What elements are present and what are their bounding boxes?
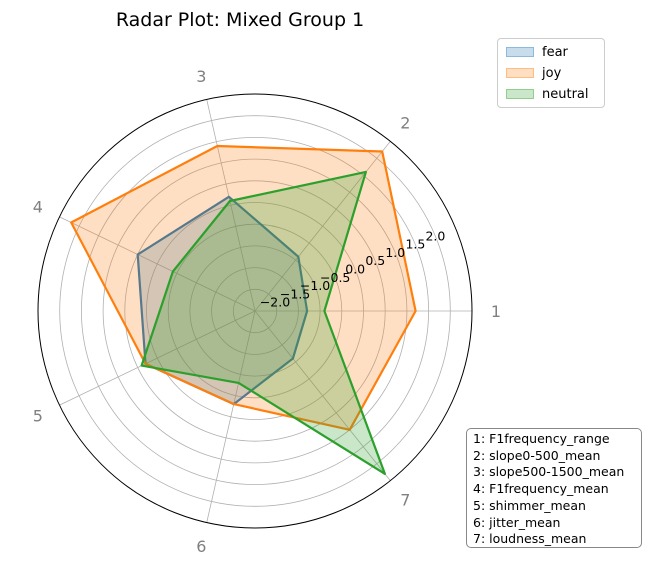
axis-key-item: 6: jitter_mean <box>473 514 561 530</box>
series-line-neutral <box>140 170 386 475</box>
legend-swatch-neutral <box>506 89 534 99</box>
radial-tick-label: −2.0 <box>260 295 290 310</box>
axis-labels: −2.0−1.5−1.0−0.50.00.51.01.52.0 1 2 3 4 5 6 7 <box>33 67 501 556</box>
axis-key-item: 2: slope0-500_mean <box>473 447 601 463</box>
series-line-fear <box>136 195 309 406</box>
radar-series <box>70 144 417 475</box>
legend-label-fear: fear <box>542 44 568 60</box>
axis-label-7: 7 <box>400 490 410 509</box>
legend: fear joy neutral <box>497 38 605 108</box>
legend-label-joy: joy <box>542 65 562 81</box>
series-area-fear <box>137 196 308 405</box>
spoke-gridline <box>254 310 391 481</box>
legend-item-joy: joy <box>506 63 561 83</box>
radial-tick-label: 1.5 <box>405 237 425 252</box>
radial-tick-label: 1.0 <box>385 245 405 260</box>
radar-grid <box>37 93 473 529</box>
spoke-gridline <box>206 99 256 312</box>
axis-key-box: 1: F1frequency_range 2: slope0-500_mean … <box>466 428 642 548</box>
radial-tick-label: −1.5 <box>280 286 310 301</box>
axis-key-item: 5: shimmer_mean <box>473 497 586 513</box>
axis-key-item: 3: slope500-1500_mean <box>473 464 625 480</box>
legend-label-neutral: neutral <box>542 86 589 102</box>
axis-label-6: 6 <box>196 537 206 556</box>
axis-label-5: 5 <box>33 407 43 426</box>
radial-tick-label: 0.0 <box>345 262 365 277</box>
axis-label-4: 4 <box>33 197 43 216</box>
spoke-gridline <box>59 310 256 406</box>
radial-tick-label: 0.5 <box>365 253 385 268</box>
series-line-joy <box>70 144 417 431</box>
spoke-gridline <box>206 310 256 523</box>
spoke-gridline <box>254 141 391 312</box>
axis-key-item: 4: F1frequency_mean <box>473 481 609 497</box>
spoke-gridline <box>59 216 256 312</box>
axis-label-2: 2 <box>400 114 410 133</box>
chart-title: Radar Plot: Mixed Group 1 <box>116 9 364 31</box>
radial-tick-label: −1.0 <box>300 278 330 293</box>
axis-key-item: 7: loudness_mean <box>473 531 587 547</box>
axis-label-1: 1 <box>491 302 501 321</box>
legend-swatch-fear <box>506 47 534 57</box>
polar-frame <box>37 93 473 529</box>
legend-swatch-joy <box>506 68 534 78</box>
axis-key-item: 1: F1frequency_range <box>473 431 610 446</box>
legend-item-neutral: neutral <box>506 84 589 104</box>
series-area-neutral <box>141 171 385 474</box>
legend-item-fear: fear <box>506 42 568 62</box>
series-area-joy <box>71 146 416 430</box>
radial-tick-label: 2.0 <box>425 228 445 243</box>
radial-tick-label: −0.5 <box>320 270 350 285</box>
axis-label-3: 3 <box>196 67 206 86</box>
